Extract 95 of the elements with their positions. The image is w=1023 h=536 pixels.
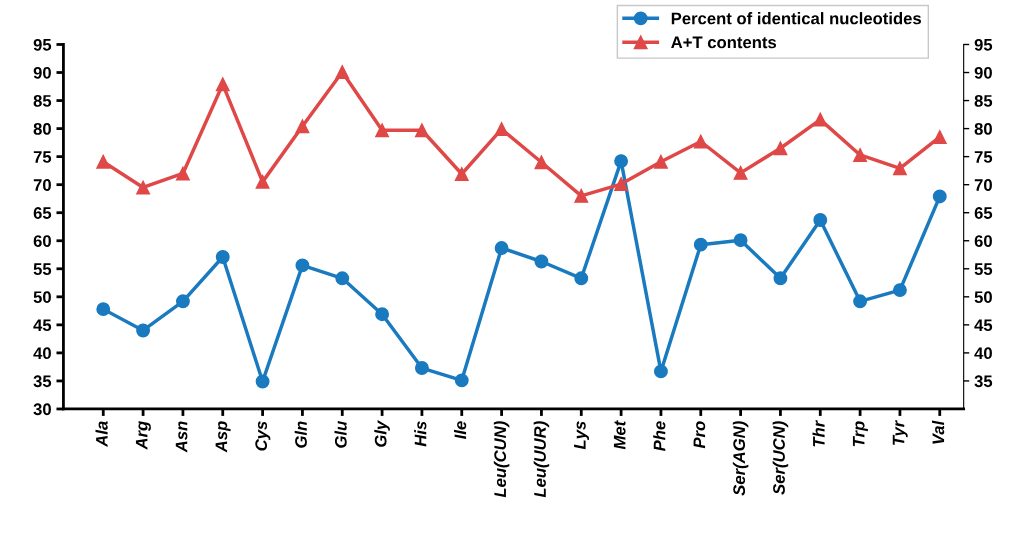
point — [614, 154, 629, 169]
y2-tick-label: 50 — [974, 291, 992, 304]
point — [175, 294, 190, 309]
y-tick-label: 50 — [33, 291, 51, 304]
x-tick-label: His — [414, 421, 427, 447]
point — [932, 130, 947, 144]
x-tick-label: Leu(UUR) — [533, 421, 550, 498]
y2-tick-label: 45 — [974, 319, 993, 332]
point — [932, 189, 947, 204]
point — [853, 148, 868, 162]
point — [892, 283, 907, 298]
x-tick-label: Ala — [95, 421, 108, 448]
y-tick-label: 95 — [33, 38, 52, 51]
point — [96, 302, 111, 317]
point — [653, 154, 668, 169]
point — [892, 161, 907, 176]
y-tick-label: 35 — [33, 375, 52, 388]
legend-label: A+T contents — [671, 36, 777, 49]
point — [414, 123, 429, 138]
x-tick-label: Lys — [574, 421, 590, 450]
point — [733, 165, 748, 180]
point — [335, 271, 350, 286]
point — [255, 174, 270, 189]
point — [335, 65, 350, 79]
x-tick-label: Pro — [693, 421, 706, 449]
y2-tick-label: 95 — [974, 38, 993, 51]
point — [813, 112, 828, 127]
point — [454, 373, 469, 388]
point — [375, 123, 390, 138]
y-tick-label: 90 — [33, 66, 51, 79]
point — [215, 77, 230, 92]
point — [853, 294, 868, 309]
point — [653, 364, 668, 379]
point — [136, 180, 151, 195]
y-tick-label: 70 — [33, 179, 51, 191]
point — [136, 323, 151, 338]
y2-tick-label: 80 — [974, 123, 992, 135]
y2-tick-label: 35 — [974, 375, 993, 388]
x-tick-label: Trp — [852, 421, 868, 447]
y-tick-label: 60 — [33, 235, 51, 247]
x-tick-label: Arg — [135, 421, 151, 450]
y-tick-label: 40 — [33, 347, 51, 360]
x-tick-label: Asn — [175, 421, 188, 453]
point — [494, 122, 509, 137]
y2-tick-label: 85 — [974, 94, 993, 107]
y-tick-label: 65 — [33, 207, 52, 219]
x-tick-label: Ser(AGN) — [732, 421, 749, 496]
x-tick-label: Asp — [215, 421, 231, 453]
point — [614, 177, 629, 192]
point — [375, 307, 390, 322]
y-tick-label: 75 — [33, 151, 52, 163]
y-tick-label: 55 — [33, 263, 52, 275]
y2-tick-label: 75 — [974, 151, 993, 163]
legend-label: Percent of identical nucleotides — [671, 12, 921, 25]
x-tick-label: Cys — [255, 421, 271, 451]
point — [693, 237, 708, 252]
point — [454, 167, 469, 181]
x-tick-label: Ile — [453, 421, 467, 440]
point — [534, 254, 549, 269]
y2-tick-label: 40 — [974, 347, 992, 360]
point — [494, 241, 509, 255]
x-tick-label: Gln — [294, 421, 307, 448]
x-tick-label: Tyr — [892, 420, 908, 445]
y-tick-label: 45 — [33, 319, 52, 332]
point — [215, 250, 230, 264]
y2-tick-label: 55 — [974, 263, 993, 275]
y2-tick-label: 60 — [974, 235, 992, 247]
x-tick-label: Val — [932, 420, 945, 444]
x-tick-label: Gly — [374, 420, 390, 447]
point — [175, 166, 190, 181]
point — [693, 134, 708, 149]
x-tick-label: Met — [613, 420, 626, 450]
point — [773, 141, 788, 156]
x-tick-label: Thr — [812, 420, 825, 447]
point — [295, 258, 310, 273]
point — [574, 188, 589, 203]
y2-tick-label: 70 — [974, 179, 992, 191]
y2-tick-label: 90 — [974, 66, 992, 79]
x-tick-label: Glu — [334, 421, 347, 448]
point — [574, 271, 589, 286]
point — [414, 361, 429, 375]
point — [295, 119, 310, 134]
x-tick-label: Leu(CUN) — [493, 421, 510, 498]
x-tick-label: Ser(UCN) — [772, 421, 789, 495]
y2-tick-label: 65 — [974, 207, 993, 219]
x-tick-label: Phe — [653, 421, 666, 452]
y-tick-label: 80 — [33, 123, 51, 135]
point — [255, 374, 270, 389]
point — [813, 213, 828, 227]
point — [534, 155, 549, 170]
point — [773, 271, 788, 286]
y-tick-label: 30 — [33, 403, 51, 416]
y-tick-label: 85 — [33, 94, 52, 107]
point — [96, 154, 111, 169]
point — [733, 233, 748, 248]
